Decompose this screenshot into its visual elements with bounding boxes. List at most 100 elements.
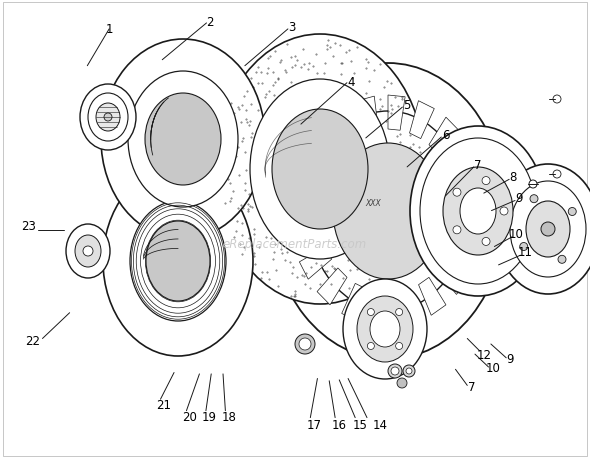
Ellipse shape [357, 297, 413, 362]
Text: 19: 19 [202, 410, 217, 423]
Ellipse shape [299, 338, 311, 350]
Circle shape [520, 243, 527, 251]
Polygon shape [290, 191, 319, 212]
Ellipse shape [128, 72, 238, 207]
Circle shape [406, 368, 412, 374]
Ellipse shape [250, 80, 390, 259]
Text: 9: 9 [516, 192, 523, 205]
Polygon shape [290, 223, 322, 247]
Text: 1: 1 [106, 23, 113, 36]
Circle shape [530, 195, 538, 203]
Ellipse shape [88, 94, 128, 142]
Ellipse shape [343, 280, 427, 379]
Ellipse shape [308, 112, 468, 311]
Ellipse shape [145, 94, 221, 185]
Ellipse shape [270, 64, 506, 359]
Circle shape [368, 309, 375, 316]
Circle shape [500, 207, 508, 216]
Ellipse shape [370, 311, 400, 347]
Ellipse shape [146, 222, 210, 302]
Text: 7: 7 [468, 380, 476, 393]
Circle shape [482, 177, 490, 185]
Text: 12: 12 [476, 348, 491, 361]
Text: eReplacementParts.com: eReplacementParts.com [223, 238, 367, 251]
Circle shape [396, 309, 402, 316]
Text: 6: 6 [442, 129, 449, 142]
Text: 14: 14 [373, 418, 388, 431]
Polygon shape [437, 260, 468, 295]
Polygon shape [388, 96, 405, 131]
Ellipse shape [66, 224, 110, 279]
Ellipse shape [410, 127, 546, 297]
Ellipse shape [80, 85, 136, 151]
Polygon shape [429, 118, 459, 155]
Text: 16: 16 [332, 418, 347, 431]
Ellipse shape [420, 139, 536, 285]
Text: 4: 4 [348, 76, 355, 89]
Text: 15: 15 [352, 418, 368, 431]
Polygon shape [294, 157, 326, 186]
Polygon shape [409, 101, 434, 139]
Polygon shape [371, 292, 388, 327]
Polygon shape [342, 284, 366, 322]
Text: 10: 10 [509, 228, 524, 241]
Text: 2: 2 [206, 17, 213, 29]
Circle shape [541, 223, 555, 236]
Polygon shape [358, 97, 378, 134]
Polygon shape [418, 278, 446, 316]
Circle shape [553, 96, 561, 104]
Text: 18: 18 [221, 410, 237, 423]
Text: 10: 10 [485, 362, 500, 375]
Circle shape [453, 226, 461, 234]
Polygon shape [317, 269, 347, 305]
Text: 3: 3 [289, 21, 296, 34]
Circle shape [558, 256, 566, 264]
Ellipse shape [295, 334, 315, 354]
Circle shape [368, 343, 375, 350]
Circle shape [453, 189, 461, 197]
Circle shape [403, 365, 415, 377]
Ellipse shape [96, 104, 120, 132]
Ellipse shape [272, 110, 368, 230]
Circle shape [104, 114, 112, 122]
Circle shape [482, 238, 490, 246]
Circle shape [397, 378, 407, 388]
Text: 8: 8 [510, 170, 517, 183]
Ellipse shape [75, 235, 101, 268]
Text: 23: 23 [21, 219, 36, 232]
Ellipse shape [215, 35, 425, 304]
Ellipse shape [496, 165, 590, 294]
Ellipse shape [101, 40, 265, 240]
Circle shape [388, 364, 402, 378]
Text: 11: 11 [517, 246, 533, 259]
Circle shape [529, 180, 537, 189]
Ellipse shape [510, 182, 586, 277]
Polygon shape [454, 176, 486, 200]
Circle shape [396, 343, 402, 350]
Polygon shape [330, 107, 358, 146]
Text: 17: 17 [307, 418, 322, 431]
Text: 9: 9 [507, 353, 514, 365]
Circle shape [391, 367, 399, 375]
Polygon shape [457, 212, 487, 232]
Ellipse shape [103, 167, 253, 356]
Ellipse shape [130, 202, 226, 321]
Circle shape [83, 246, 93, 257]
Text: 7: 7 [474, 159, 481, 172]
Ellipse shape [526, 202, 570, 257]
Polygon shape [299, 247, 332, 280]
Text: 5: 5 [404, 99, 411, 112]
Text: 22: 22 [25, 334, 40, 347]
Ellipse shape [460, 189, 496, 235]
Text: XXX: XXX [365, 199, 381, 208]
Ellipse shape [443, 168, 513, 256]
Text: 21: 21 [156, 398, 172, 411]
Polygon shape [308, 128, 340, 163]
Polygon shape [450, 237, 482, 266]
Polygon shape [398, 289, 418, 326]
Circle shape [568, 208, 576, 216]
Ellipse shape [333, 144, 443, 280]
Circle shape [553, 171, 561, 179]
Text: 20: 20 [182, 410, 198, 423]
Polygon shape [444, 144, 477, 176]
